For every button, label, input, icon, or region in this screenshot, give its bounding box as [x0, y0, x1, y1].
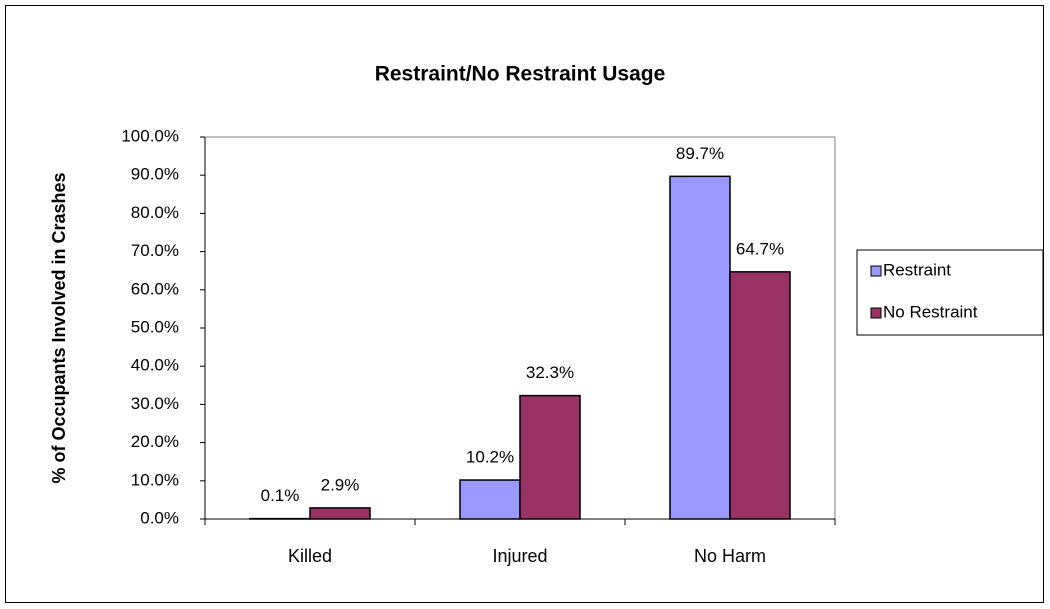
value-label: 89.7% [676, 144, 724, 163]
legend-label: No Restraint [883, 302, 978, 321]
x-tick-label: No Harm [694, 546, 766, 566]
bar [309, 507, 371, 520]
value-label: 2.9% [321, 475, 360, 494]
y-tick-label: 90.0% [131, 165, 179, 184]
y-tick-label: 100.0% [121, 126, 179, 145]
chart-title: Restraint/No Restraint Usage [375, 63, 666, 86]
legend-box [856, 249, 1044, 336]
legend-label: Restraint [883, 260, 951, 279]
value-label: 32.3% [526, 363, 574, 382]
bar [729, 271, 791, 520]
bar [669, 175, 731, 520]
legend-swatch [870, 307, 882, 319]
x-tick-label: Killed [288, 546, 332, 566]
x-tick-label: Injured [492, 546, 547, 566]
y-axis-title: % of Occupants Involved in Crashes [49, 172, 69, 483]
value-label: 10.2% [466, 448, 514, 467]
y-tick-label: 60.0% [131, 279, 179, 298]
value-label: 64.7% [736, 239, 784, 258]
y-tick-label: 10.0% [131, 470, 179, 489]
bar [519, 394, 581, 520]
y-tick-label: 40.0% [131, 356, 179, 375]
y-tick-label: 80.0% [131, 203, 179, 222]
bar [459, 479, 521, 520]
y-tick-label: 70.0% [131, 241, 179, 260]
value-label: 0.1% [261, 486, 300, 505]
y-tick-label: 0.0% [140, 508, 179, 527]
legend-swatch [870, 265, 882, 277]
y-tick-label: 20.0% [131, 432, 179, 451]
y-tick-label: 50.0% [131, 317, 179, 336]
y-tick-label: 30.0% [131, 394, 179, 413]
